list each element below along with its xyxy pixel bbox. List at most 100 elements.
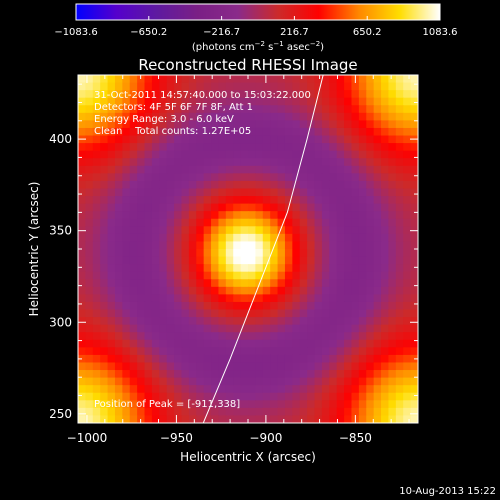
heatmap-cell <box>92 347 101 356</box>
heatmap-cell <box>248 392 256 401</box>
heatmap-cell <box>211 286 220 295</box>
heatmap-cell <box>211 226 220 235</box>
heatmap-cell <box>321 354 330 364</box>
heatmap-cell <box>336 249 345 258</box>
heatmap-cell <box>151 392 160 401</box>
heatmap-cell <box>344 188 353 197</box>
heatmap-cell <box>159 173 168 182</box>
heatmap-cell <box>262 249 271 258</box>
heatmap-cell <box>292 82 301 91</box>
heatmap-cell <box>336 180 345 190</box>
heatmap-cell <box>299 150 308 159</box>
heatmap-cell <box>255 354 264 364</box>
heatmap-cell <box>174 127 183 137</box>
heatmap-cell <box>129 294 138 303</box>
heatmap-cell <box>358 97 367 106</box>
heatmap-cell <box>277 90 286 99</box>
heatmap-cell <box>225 256 234 265</box>
heatmap-cell <box>218 188 227 197</box>
heatmap-cell <box>114 377 123 386</box>
heatmap-cell <box>410 415 418 423</box>
heatmap-cell <box>366 370 375 379</box>
heatmap-cell <box>395 112 404 121</box>
heatmap-cell <box>248 415 256 423</box>
heatmap-cell <box>174 392 183 401</box>
heatmap-cell <box>351 407 360 417</box>
heatmap-cell <box>174 97 183 106</box>
heatmap-cell <box>344 301 353 311</box>
heatmap-cell <box>395 82 404 91</box>
heatmap-cell <box>255 97 264 106</box>
heatmap-cell <box>321 196 330 205</box>
heatmap-cell <box>218 407 227 417</box>
heatmap-cell <box>336 143 345 152</box>
heatmap-cell <box>218 158 227 167</box>
x-axis-label: Heliocentric X (arcsec) <box>180 450 316 464</box>
heatmap-cell <box>292 218 301 227</box>
heatmap-cell <box>299 127 308 137</box>
heatmap-cell <box>388 158 397 167</box>
heatmap-cell <box>78 150 86 159</box>
heatmap-cell <box>373 82 382 91</box>
heatmap-cell <box>151 218 160 227</box>
heatmap-cell <box>218 241 227 250</box>
heatmap-cell <box>255 256 264 265</box>
heatmap-cell <box>107 407 116 417</box>
heatmap-cell <box>270 407 279 417</box>
heatmap-cell <box>159 150 168 159</box>
heatmap-cell <box>122 196 131 205</box>
heatmap-cell <box>410 196 418 205</box>
heatmap-cell <box>129 354 138 364</box>
heatmap-cell <box>240 286 249 295</box>
heatmap-cell <box>166 82 175 91</box>
heatmap-cell <box>159 241 168 250</box>
heatmap-cell <box>248 370 256 379</box>
heatmap-cell <box>270 264 279 273</box>
heatmap-cell <box>92 309 101 318</box>
heatmap-cell <box>225 165 234 174</box>
heatmap-cell <box>85 218 94 227</box>
heatmap-cell <box>218 279 227 288</box>
heatmap-cell <box>144 218 153 227</box>
heatmap-cell <box>262 188 271 197</box>
y-tick-label: 250 <box>49 407 72 421</box>
heatmap-cell <box>403 127 412 137</box>
heatmap-cell <box>270 256 279 265</box>
heatmap-cell <box>321 211 330 220</box>
heatmap-cell <box>151 135 160 144</box>
heatmap-cell <box>129 97 138 106</box>
heatmap-cell <box>321 309 330 318</box>
heatmap-cell <box>159 339 168 348</box>
heatmap-cell <box>292 347 301 356</box>
heatmap-cell <box>270 226 279 235</box>
heatmap-cell <box>351 286 360 295</box>
heatmap-cell <box>307 233 316 243</box>
heatmap-cell <box>248 218 256 227</box>
heatmap-cell <box>151 354 160 364</box>
heatmap-cell <box>314 143 323 152</box>
heatmap-cell <box>395 173 404 182</box>
heatmap-cell <box>395 158 404 167</box>
heatmap-cell <box>196 75 205 84</box>
heatmap-cell <box>233 279 242 288</box>
heatmap-cell <box>181 226 190 235</box>
heatmap-cell <box>366 105 375 114</box>
heatmap-cell <box>196 196 205 205</box>
heatmap-cell <box>255 286 264 295</box>
heatmap-cell <box>395 279 404 288</box>
heatmap-cell <box>181 233 190 243</box>
heatmap-cell <box>373 347 382 356</box>
heatmap-cell <box>321 218 330 227</box>
heatmap-cell <box>255 188 264 197</box>
heatmap-cell <box>307 256 316 265</box>
heatmap-cell <box>262 294 271 303</box>
heatmap-cell <box>314 180 323 190</box>
heatmap-cell <box>270 324 279 333</box>
heatmap-cell <box>395 120 404 129</box>
heatmap-cell <box>336 286 345 295</box>
heatmap-cell <box>284 218 293 227</box>
heatmap-cell <box>129 324 138 333</box>
heatmap-cell <box>410 377 418 386</box>
heatmap-cell <box>277 370 286 379</box>
heatmap-cell <box>144 354 153 364</box>
